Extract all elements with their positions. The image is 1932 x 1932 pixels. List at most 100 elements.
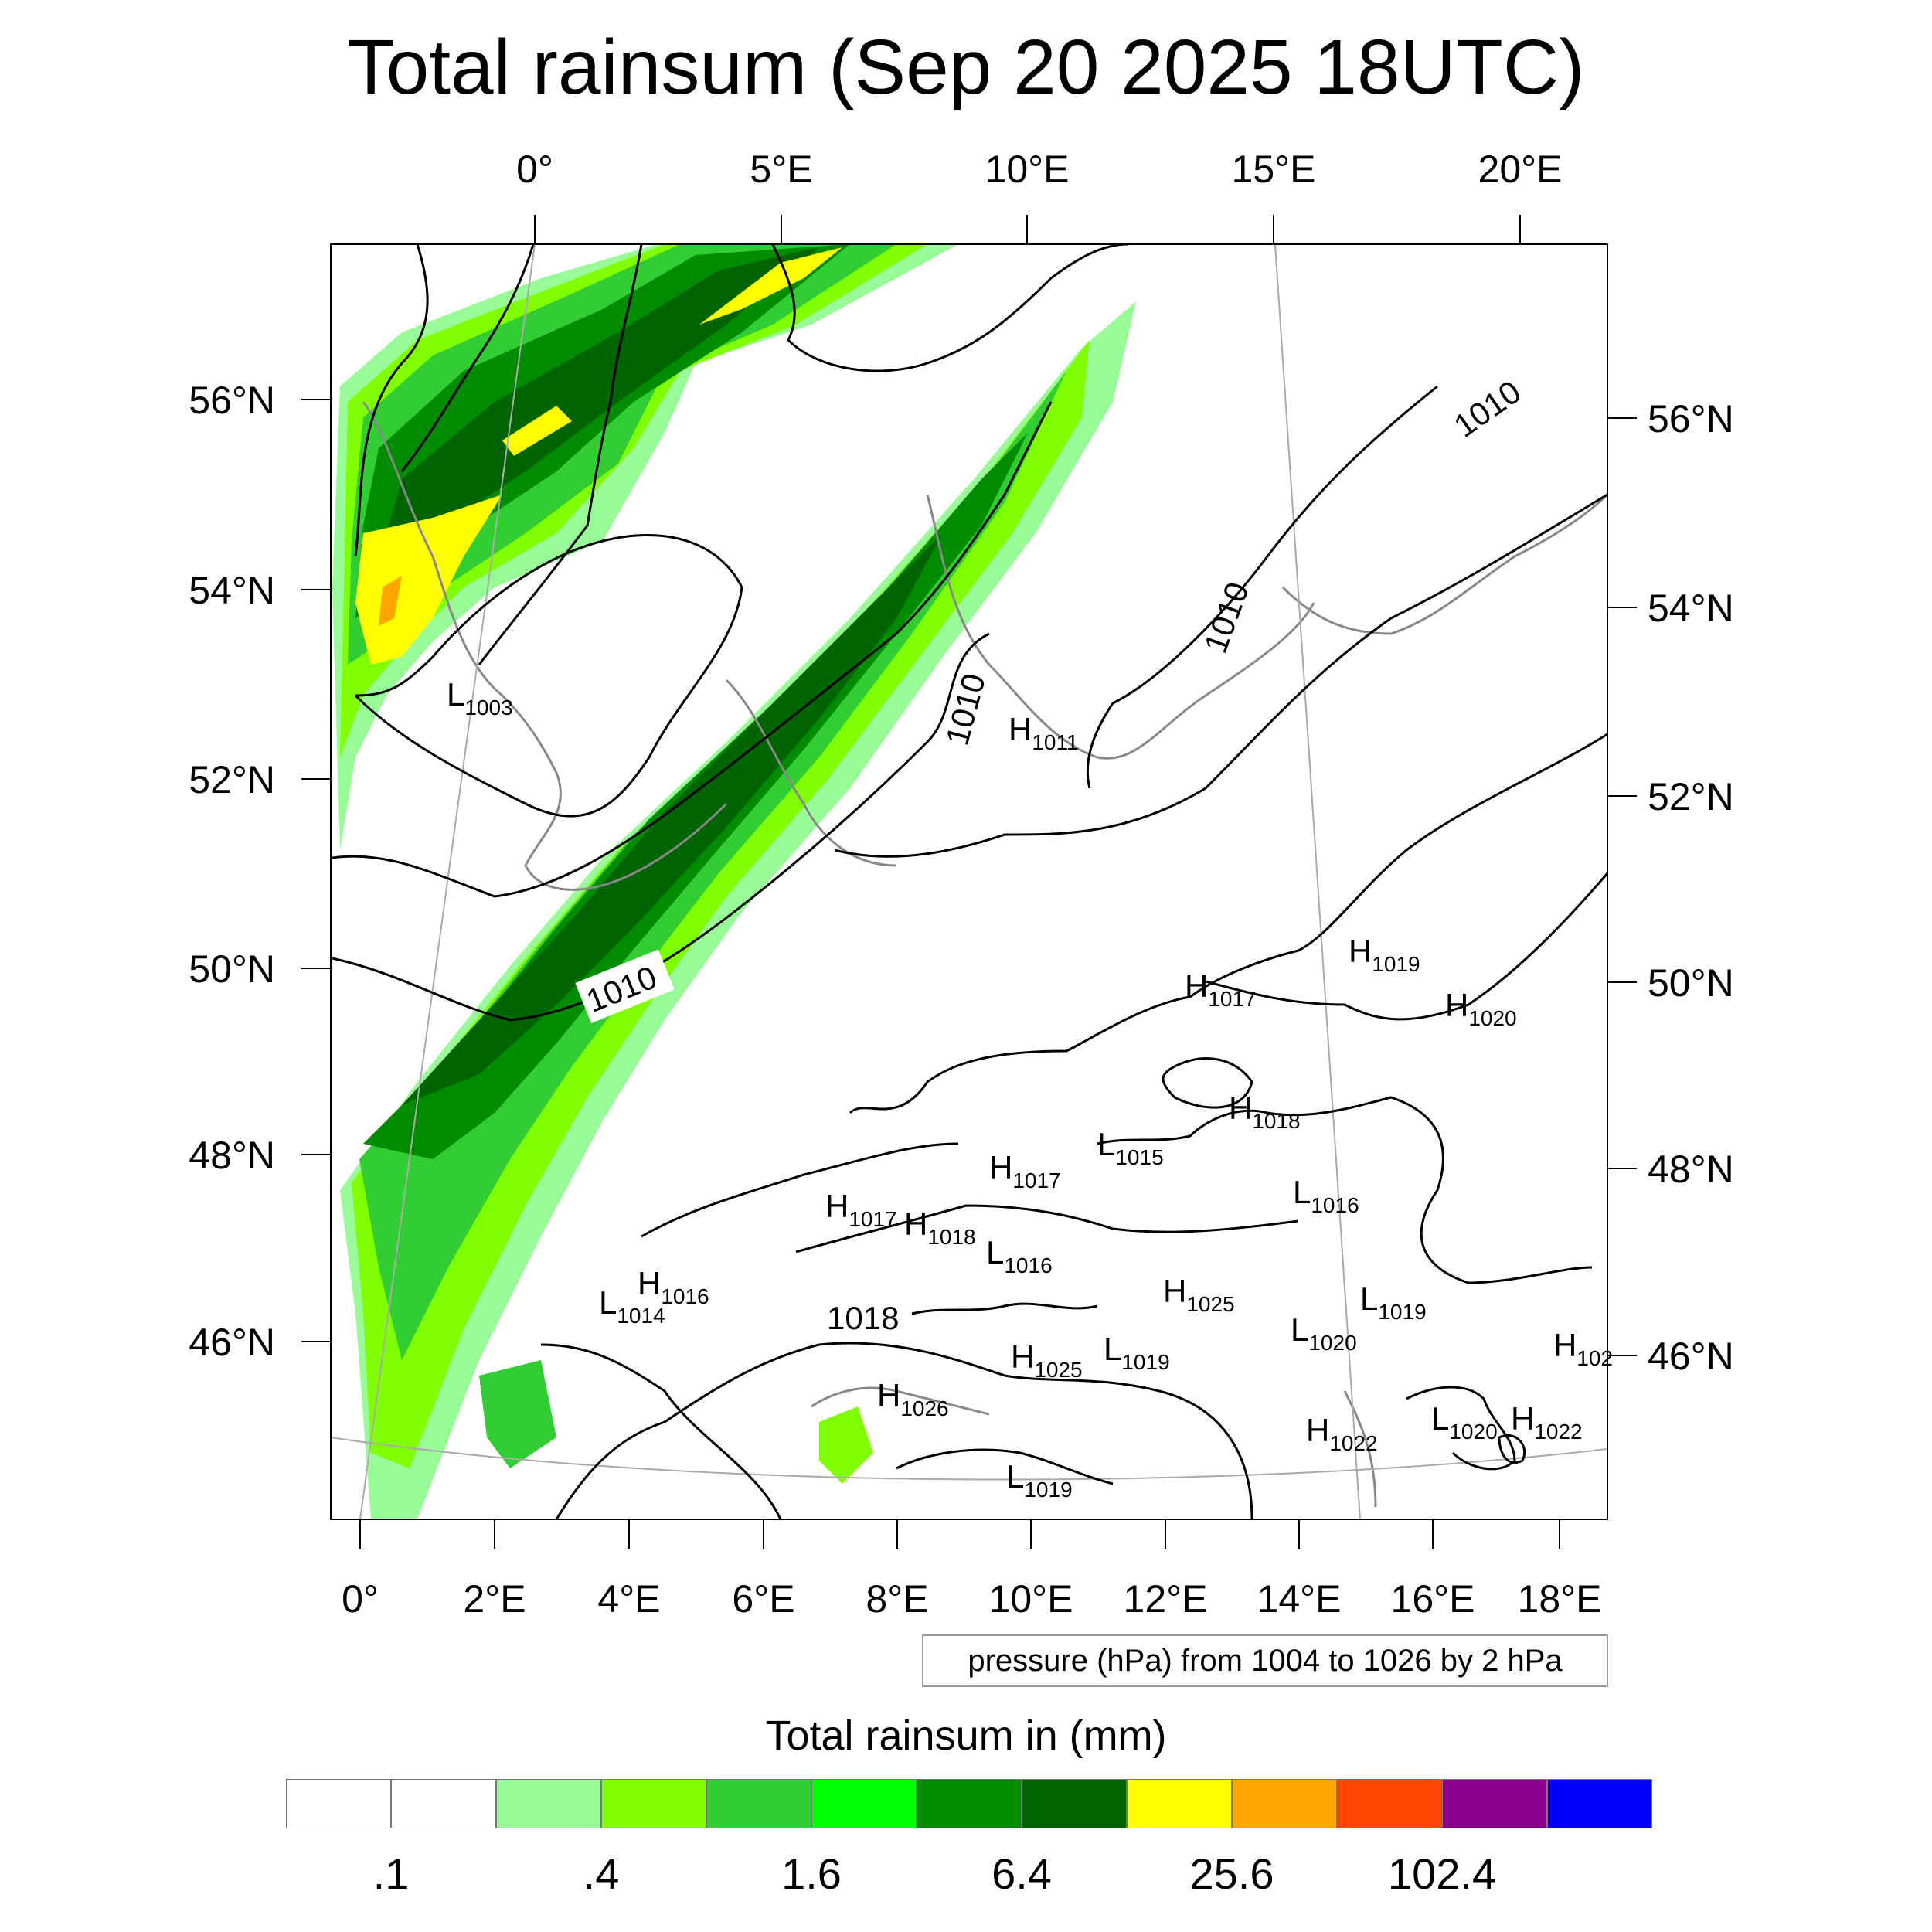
rain-band-north-darker [379, 247, 819, 564]
right-lat-label: 46°N [1648, 1335, 1734, 1378]
colorbar-swatch [706, 1779, 811, 1828]
right-lat-label: 48°N [1648, 1148, 1734, 1191]
colorbar-label: 102.4 [1387, 1849, 1497, 1898]
top-lon-label: 20°E [1478, 148, 1563, 191]
coastlines [362, 401, 1609, 1508]
colorbar-swatch [391, 1779, 496, 1828]
colorbar-swatch [1232, 1779, 1337, 1828]
colorbar-labels: .1 .4 1.6 6.4 25.6 102.4 [286, 1849, 1652, 1903]
colorbar-title: Total rainsum in (mm) [765, 1713, 1167, 1759]
high-pressure-label: H1022 [1511, 1400, 1583, 1444]
isobar-label-box [575, 949, 675, 1023]
rain-band-north-yellow1 [355, 495, 502, 665]
right-lat-label: 54°N [1648, 587, 1734, 630]
colorbar-swatch [1547, 1779, 1652, 1828]
rain-band-north-dark [355, 244, 850, 618]
rain-band-north-yellow3 [502, 406, 572, 456]
high-pressure-label: H1025 [1011, 1338, 1083, 1382]
low-pressure-label: L1019 [1006, 1458, 1073, 1502]
left-lat-label: 56°N [189, 379, 275, 422]
colorbar-label: .4 [583, 1849, 620, 1898]
left-lat-label: 46°N [189, 1321, 275, 1364]
low-pressure-label: L1016 [986, 1234, 1053, 1277]
isobar-label: 1010 [1447, 373, 1527, 444]
low-pressure-label: L1020 [1291, 1311, 1357, 1355]
colorbar-swatch [286, 1779, 391, 1828]
isobars [332, 243, 1609, 1520]
top-lon-label: 0° [516, 148, 553, 191]
high-pressure-label: H1017 [1185, 968, 1257, 1011]
bottom-lon-labels: 0° 2°E 4°E 6°E 8°E 10°E 12°E 14°E 16°E 1… [342, 1577, 1601, 1621]
left-lat-label: 52°N [189, 758, 275, 801]
right-lat-labels: 56°N 54°N 52°N 50°N 48°N 46°N [1648, 397, 1734, 1378]
high-pressure-label: H1020 [1445, 987, 1517, 1030]
high-pressure-label: H1016 [638, 1265, 709, 1308]
low-pressure-label: L1019 [1360, 1281, 1427, 1324]
top-lon-labels: 0° 5°E 10°E 15°E 20°E [516, 148, 1562, 191]
low-pressure-label: L1019 [1104, 1331, 1170, 1374]
pressure-centers: L1003 H1011 H1019 H1017 H1020 H1018 L1015 H1017… [447, 676, 1613, 1502]
colorbar-swatch [811, 1779, 917, 1828]
colorbar-swatch [917, 1779, 1022, 1828]
colorbar-label: 25.6 [1189, 1849, 1274, 1898]
top-lon-label: 5°E [750, 148, 812, 191]
left-lat-label: 50°N [189, 947, 275, 991]
right-lat-label: 52°N [1648, 775, 1734, 818]
high-pressure-label: H1018 [1229, 1090, 1301, 1133]
high-pressure-label: H1026 [877, 1377, 949, 1420]
bottom-lon-label: 2°E [463, 1577, 526, 1621]
rain-band-north-orange [379, 576, 402, 626]
colorbar-swatch [1337, 1779, 1442, 1828]
rain-band-main-darker [402, 533, 943, 1105]
high-pressure-label: H1025 [1163, 1273, 1235, 1316]
rain-band-north-medium [348, 244, 896, 665]
right-lat-label: 56°N [1648, 397, 1734, 440]
colorbar-swatch [1442, 1779, 1547, 1828]
bottom-lon-label: 12°E [1124, 1577, 1208, 1621]
bottom-lon-label: 16°E [1391, 1577, 1475, 1621]
top-lon-label: 15°E [1232, 148, 1316, 191]
isobar-label: 1018 [827, 1300, 899, 1336]
bottom-lon-label: 10°E [989, 1577, 1073, 1621]
rain-band-north-yellow2 [699, 247, 842, 325]
rain-patch-south [479, 1360, 556, 1468]
colorbar-label: 6.4 [992, 1849, 1052, 1898]
high-pressure-label: H1018 [904, 1206, 976, 1249]
map-frame [330, 243, 1608, 1520]
high-pressure-label: H1017 [825, 1188, 897, 1231]
pressure-note: pressure (hPa) from 1004 to 1026 by 2 hP… [922, 1634, 1608, 1687]
bottom-lon-label: 4°E [597, 1577, 660, 1621]
high-pressure-label: H1017 [989, 1149, 1061, 1192]
left-lat-label: 48°N [189, 1134, 275, 1177]
left-lat-labels: 56°N 54°N 52°N 50°N 48°N 46°N [189, 379, 275, 1364]
colorbar-swatch [1022, 1779, 1127, 1828]
colorbar-swatch [1127, 1779, 1232, 1828]
rain-patch-alps [819, 1406, 873, 1484]
isobar-label: 1010 [939, 670, 993, 749]
bottom-lon-label: 18°E [1518, 1577, 1602, 1621]
colorbar-label: 1.6 [781, 1849, 842, 1898]
high-pressure-label: H102 [1553, 1327, 1613, 1370]
low-pressure-label: L1014 [599, 1284, 665, 1328]
isobar-label: 1010 [1197, 577, 1256, 658]
low-pressure-label: L1015 [1097, 1126, 1164, 1169]
map-title: Total rainsum (Sep 20 2025 18UTC) [347, 24, 1585, 111]
top-lon-label: 10°E [985, 148, 1070, 191]
colorbar-swatch [496, 1779, 601, 1828]
high-pressure-label: H1011 [1009, 711, 1079, 754]
colorbar-label: .1 [372, 1849, 410, 1898]
high-pressure-label: H1019 [1349, 933, 1420, 976]
left-lat-label: 54°N [189, 569, 275, 612]
low-pressure-label: L1020 [1431, 1400, 1498, 1444]
bottom-lon-label: 0° [342, 1577, 379, 1621]
bottom-lon-label: 14°E [1257, 1577, 1342, 1621]
low-pressure-label: L1016 [1293, 1174, 1359, 1217]
right-lat-label: 50°N [1648, 961, 1734, 1005]
high-pressure-label: H1022 [1306, 1412, 1378, 1455]
bottom-lon-label: 6°E [732, 1577, 794, 1621]
rain-fields [332, 244, 1136, 1519]
colorbar [286, 1779, 1652, 1830]
bottom-lon-label: 8°E [866, 1577, 928, 1621]
graticule [330, 243, 1608, 1520]
